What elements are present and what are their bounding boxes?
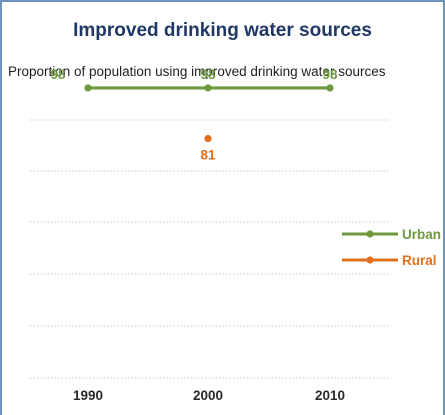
data-label-urban-2000: 98 bbox=[200, 67, 216, 82]
data-label-rural-2000: 81 bbox=[200, 148, 216, 163]
legend-swatch-dot-rural bbox=[366, 256, 374, 264]
x-tick-label-2000: 2000 bbox=[193, 388, 223, 403]
legend-label-urban: Urban bbox=[402, 227, 441, 242]
data-labels: 98 98 98 81 bbox=[50, 67, 338, 163]
series-layer bbox=[84, 84, 334, 143]
point-rural-2000 bbox=[204, 135, 212, 143]
x-tick-label-1990: 1990 bbox=[73, 388, 103, 403]
point-urban-1990 bbox=[84, 84, 92, 92]
data-label-urban-2010: 98 bbox=[322, 67, 338, 82]
grid-lines bbox=[30, 119, 390, 379]
x-axis-ticks: 1990 2000 2010 bbox=[73, 388, 345, 403]
point-urban-2000 bbox=[204, 84, 212, 92]
legend: Urban Rural bbox=[342, 227, 441, 268]
legend-swatch-dot-urban bbox=[366, 230, 374, 238]
data-label-urban-1990: 98 bbox=[50, 67, 66, 82]
chart-subtitle: Proportion of population using improved … bbox=[8, 64, 386, 79]
chart-title: Improved drinking water sources bbox=[73, 20, 372, 41]
point-urban-2010 bbox=[326, 84, 334, 92]
legend-label-rural: Rural bbox=[402, 253, 437, 268]
x-tick-label-2010: 2010 bbox=[315, 388, 345, 403]
